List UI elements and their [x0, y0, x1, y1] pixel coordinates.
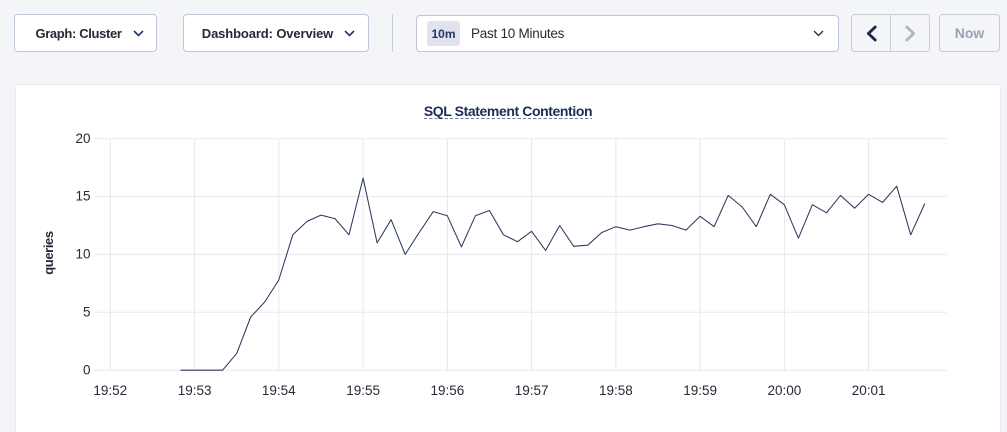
svg-text:19:53: 19:53 [178, 383, 212, 398]
svg-text:19:55: 19:55 [346, 383, 380, 398]
svg-text:20:00: 20:00 [768, 383, 802, 398]
svg-text:20: 20 [75, 131, 90, 146]
svg-text:19:58: 19:58 [599, 383, 633, 398]
svg-text:19:52: 19:52 [93, 383, 127, 398]
svg-text:10: 10 [75, 247, 90, 262]
svg-text:19:57: 19:57 [515, 383, 549, 398]
svg-text:19:54: 19:54 [262, 383, 296, 398]
svg-text:19:59: 19:59 [683, 383, 717, 398]
svg-text:queries: queries [41, 231, 56, 275]
svg-text:15: 15 [75, 189, 90, 204]
svg-text:5: 5 [83, 305, 91, 320]
svg-text:19:56: 19:56 [431, 383, 465, 398]
svg-text:0: 0 [83, 362, 91, 377]
svg-text:20:01: 20:01 [852, 383, 886, 398]
